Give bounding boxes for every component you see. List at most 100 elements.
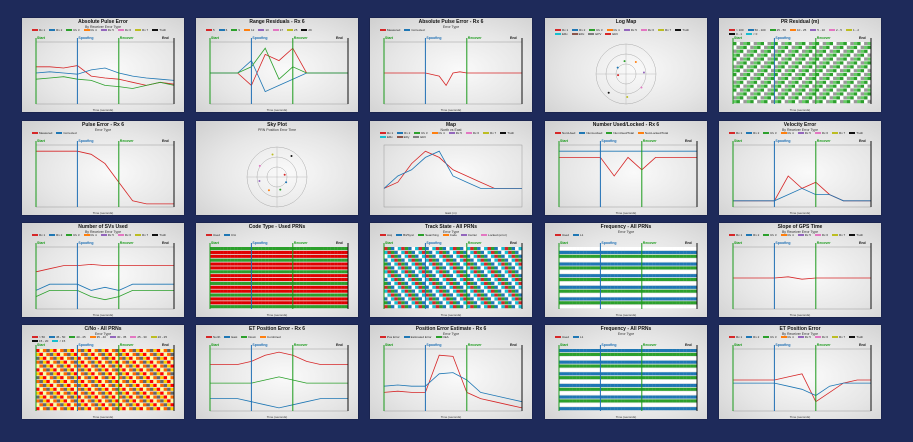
heatmap-cell xyxy=(808,53,813,57)
heatmap-cell xyxy=(819,49,823,53)
heatmap-cell xyxy=(583,403,587,407)
heatmap-cell xyxy=(518,250,523,254)
heatmap-cell xyxy=(634,258,639,262)
chart-panel[interactable]: Sky Plot PRN Position Error Time xyxy=(196,121,358,215)
heatmap-cell xyxy=(316,281,321,285)
heatmap-cell xyxy=(275,281,280,285)
chart-panel[interactable]: ET Position Error - Rx 6 North East Down Com… xyxy=(196,325,358,419)
heatmap-cell xyxy=(572,372,577,376)
heatmap-cell xyxy=(463,278,467,282)
heatmap-cell xyxy=(624,352,629,356)
heatmap-cell xyxy=(833,49,837,53)
legend-entry: 2 - 5 xyxy=(828,28,842,32)
chart-panel[interactable]: Slope of GPS Time By Receiver Error Type R… xyxy=(719,223,881,317)
heatmap-cell xyxy=(80,364,85,368)
series-line xyxy=(559,156,697,177)
legend-label: Estimated Error xyxy=(410,335,432,339)
heatmap-cell xyxy=(153,368,157,372)
heatmap-cell xyxy=(508,297,512,301)
legend-swatch xyxy=(675,29,682,32)
heatmap-cell xyxy=(397,258,402,262)
heatmap-cell xyxy=(576,399,580,403)
heatmap-cell xyxy=(122,407,126,411)
heatmap-cell xyxy=(60,387,64,391)
heatmap-cell xyxy=(808,42,813,46)
heatmap-cell xyxy=(397,278,402,282)
chart-panel[interactable]: C/No - All PRNs Error Type > 50 45 - 50 40 -… xyxy=(22,325,184,419)
heatmap-cell xyxy=(323,305,328,309)
heatmap-cell xyxy=(39,368,43,372)
heatmap-cell xyxy=(617,387,622,391)
chart-panel[interactable]: PR Residual (m) > 100 50 - 100 25 - 50 10 - … xyxy=(719,18,881,112)
heatmap-cell xyxy=(829,69,834,73)
chart-svg xyxy=(35,243,175,310)
legend-entry: ERz xyxy=(413,135,426,139)
chart-panel[interactable]: Velocity Error By Receiver Error Type Rx 1… xyxy=(719,121,881,215)
chart-panel[interactable]: Track State - All PRNs Error Type Acq Bit/S… xyxy=(370,223,532,317)
heatmap-cell xyxy=(122,403,126,407)
legend-entry: Rx 3 xyxy=(66,28,80,32)
heatmap-cell xyxy=(583,285,587,289)
heatmap-cell xyxy=(683,407,687,411)
heatmap-cell xyxy=(864,69,868,73)
chart-panel[interactable]: Code Type - Used PRNs Used C/A Start Spoofin… xyxy=(196,223,358,317)
heatmap-cell xyxy=(600,289,604,293)
data-point xyxy=(616,66,619,69)
heatmap-cell xyxy=(484,270,488,274)
heatmap-cell xyxy=(118,368,123,372)
chart-panel[interactable]: Number Used/Locked - Rx 6 NumUsed NumLocke… xyxy=(545,121,707,215)
series-line xyxy=(35,283,174,291)
chart-panel[interactable]: Pulse Error - Rx 6 Error Type Measured Corr… xyxy=(22,121,184,215)
chart-panel[interactable]: Log Map Rx 1 Rx 2 Rx 3 Rx 4 Rx 5 Rx 6 Rx 7 Truth… xyxy=(545,18,707,112)
heatmap-cell xyxy=(805,100,809,104)
heatmap-cell xyxy=(282,266,286,270)
heatmap-cell xyxy=(67,356,71,360)
chart-panel[interactable]: Frequency - All PRNs Error Type Used L1 Star… xyxy=(545,325,707,419)
heatmap-cell xyxy=(652,391,656,395)
heatmap-cell xyxy=(327,281,331,285)
heatmap-cell xyxy=(77,368,81,372)
heatmap-cell xyxy=(91,372,95,376)
heatmap-cell xyxy=(686,349,691,353)
chart-panel[interactable]: Position Error Estimate - Rx 6 Error Type… xyxy=(370,325,532,419)
chart-panel[interactable]: Number of SVs Used By Receiver Error Type… xyxy=(22,223,184,317)
heatmap-cell xyxy=(480,293,485,297)
legend-entry: Rx 1 xyxy=(729,233,742,237)
heatmap-cell xyxy=(323,274,328,278)
heatmap-cell xyxy=(494,258,498,262)
heatmap-cell xyxy=(753,100,758,104)
heatmap-cell xyxy=(504,289,509,293)
heatmap-cell xyxy=(610,376,615,380)
heatmap-cell xyxy=(170,407,175,411)
heatmap-cell xyxy=(418,285,423,289)
heatmap-cell xyxy=(596,281,601,285)
chart-panel[interactable]: Range Residuals - Rx 6 5 6 9 12 13 17 25 29 Start… xyxy=(196,18,358,112)
legend-swatch xyxy=(448,132,455,135)
heatmap-cell xyxy=(683,250,687,254)
chart-panel[interactable]: Absolute Pulse Error By Receiver Error Ty… xyxy=(22,18,184,112)
heatmap-cell xyxy=(586,407,591,411)
chart-panel[interactable]: ET Position Error By Receiver Error Type R… xyxy=(719,325,881,419)
heatmap-cell xyxy=(244,297,249,301)
heatmap-cell xyxy=(739,57,744,61)
heatmap-cell xyxy=(607,297,611,301)
heatmap-cell xyxy=(788,69,792,73)
chart-panel[interactable]: Frequency - All PRNs Error Type Used L1 Star… xyxy=(545,223,707,317)
heatmap-cell xyxy=(559,281,563,285)
chart-panel[interactable]: Absolute Pulse Error - Rx 6 Error Type Mea… xyxy=(370,18,532,112)
heatmap-cell xyxy=(470,247,474,251)
heatmap-cell xyxy=(693,262,698,266)
chart-panel[interactable]: Map North vs East Rx 1 Rx 2 Rx 3 Rx 4 Rx 5 Rx 6… xyxy=(370,121,532,215)
heatmap-cell xyxy=(572,258,577,262)
heatmap-cell xyxy=(477,297,481,301)
heatmap-cell xyxy=(227,301,231,305)
heatmap-cell xyxy=(788,61,792,65)
heatmap-cell xyxy=(665,364,670,368)
heatmap-cell xyxy=(659,395,663,399)
heatmap-cell xyxy=(289,270,293,274)
heatmap-cell xyxy=(337,301,342,305)
heatmap-cell xyxy=(146,364,150,368)
heatmap-cell xyxy=(576,274,580,278)
heatmap-cell xyxy=(795,96,799,100)
heatmap-cell xyxy=(484,278,488,282)
